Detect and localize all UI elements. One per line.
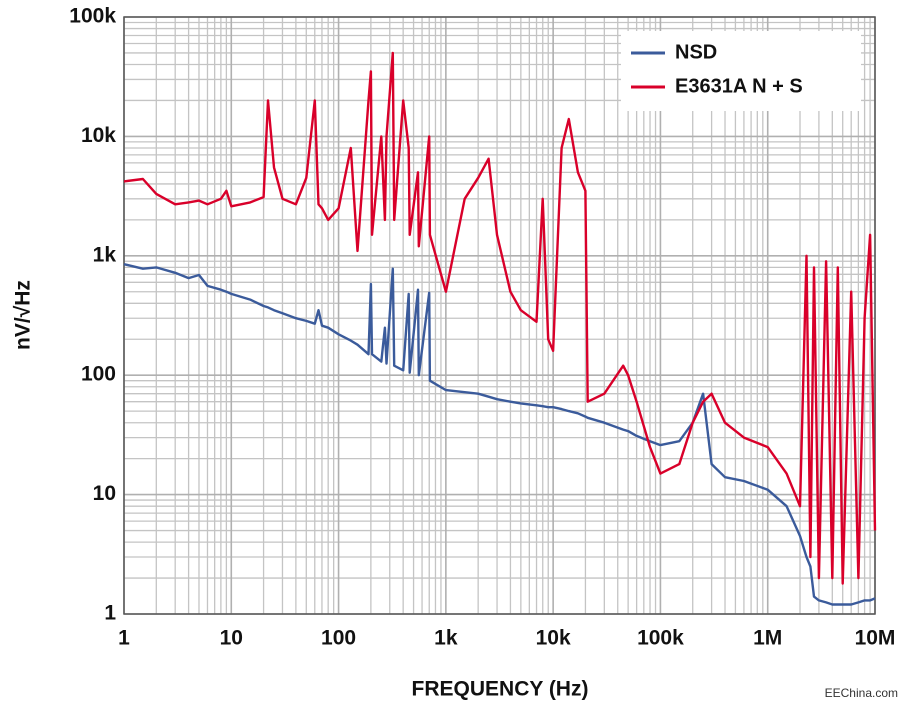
series-line bbox=[123, 263, 876, 606]
y-tick-label: 10 bbox=[93, 482, 116, 505]
legend-box bbox=[621, 31, 861, 111]
legend-label: NSD bbox=[675, 41, 717, 63]
x-tick-label: 1M bbox=[753, 627, 782, 650]
x-tick-label: 1 bbox=[118, 627, 130, 650]
y-axis-title: nV/√Hz bbox=[12, 280, 35, 350]
x-tick-label: 10k bbox=[536, 627, 571, 650]
x-tick-label: 10M bbox=[855, 627, 896, 650]
y-tick-label: 1k bbox=[93, 243, 117, 266]
x-tick-label: 1k bbox=[434, 627, 458, 650]
x-tick-label: 100 bbox=[321, 627, 356, 650]
x-axis-title: FREQUENCY (Hz) bbox=[412, 678, 589, 701]
y-tick-label: 100 bbox=[81, 363, 116, 386]
x-tick-label: 10 bbox=[220, 627, 243, 650]
plot-frame bbox=[123, 16, 876, 615]
x-tick-label: 100k bbox=[637, 627, 684, 650]
legend-label: E3631A N + S bbox=[675, 75, 803, 97]
y-tick-label: 100k bbox=[69, 5, 116, 28]
y-tick-label: 1 bbox=[104, 602, 116, 625]
y-tick-label: 10k bbox=[81, 124, 116, 147]
series-line bbox=[123, 51, 877, 585]
watermark: EEChina.com bbox=[825, 686, 898, 700]
